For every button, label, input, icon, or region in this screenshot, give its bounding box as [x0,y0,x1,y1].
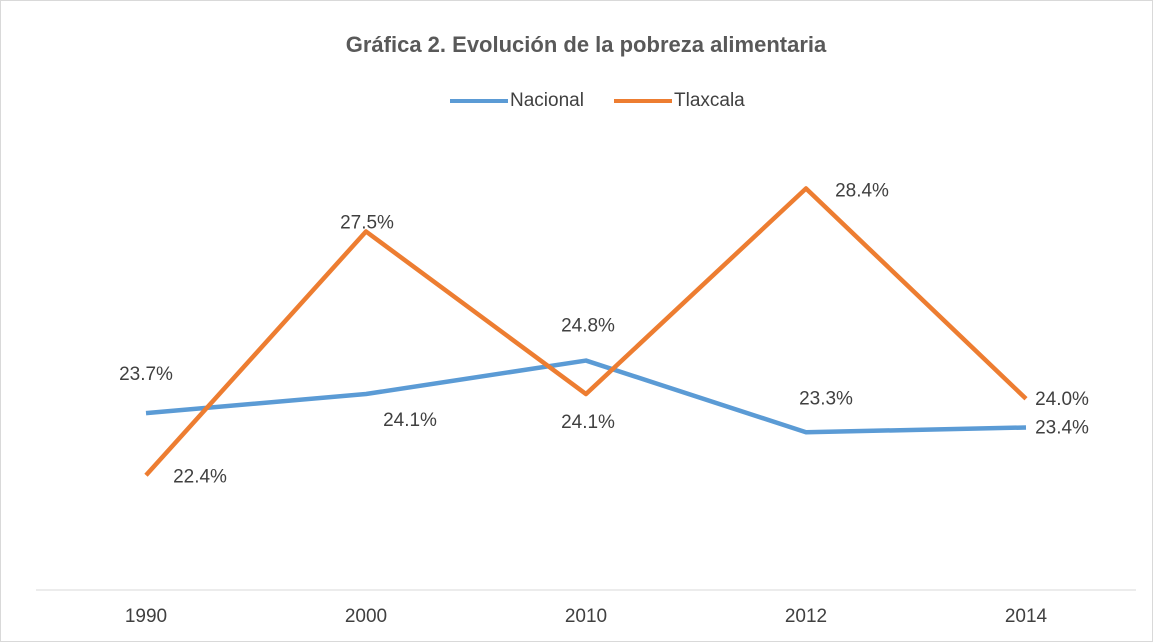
series-line [144,186,1028,477]
x-tick-label: 2014 [1005,606,1048,627]
data-label: 24.8% [561,316,615,337]
data-label: 28.4% [835,180,889,201]
data-label: 23.4% [1035,417,1089,438]
legend-label: Tlaxcala [674,90,745,111]
x-tick-label: 2010 [565,606,607,627]
data-label: 22.4% [173,466,227,487]
data-label: 24.0% [1035,389,1089,410]
data-label: 23.3% [799,388,853,409]
data-label: 27.5% [340,213,394,234]
data-label: 23.7% [119,364,173,385]
x-tick-label: 2000 [345,606,387,627]
legend-label: Nacional [510,90,584,111]
series-line [145,358,1027,435]
data-label: 24.1% [561,412,615,433]
x-tick-label: 2012 [785,606,827,627]
data-label: 24.1% [383,410,437,431]
chart-title: Gráfica 2. Evolución de la pobreza alime… [346,32,827,57]
x-tick-label: 1990 [125,606,167,627]
